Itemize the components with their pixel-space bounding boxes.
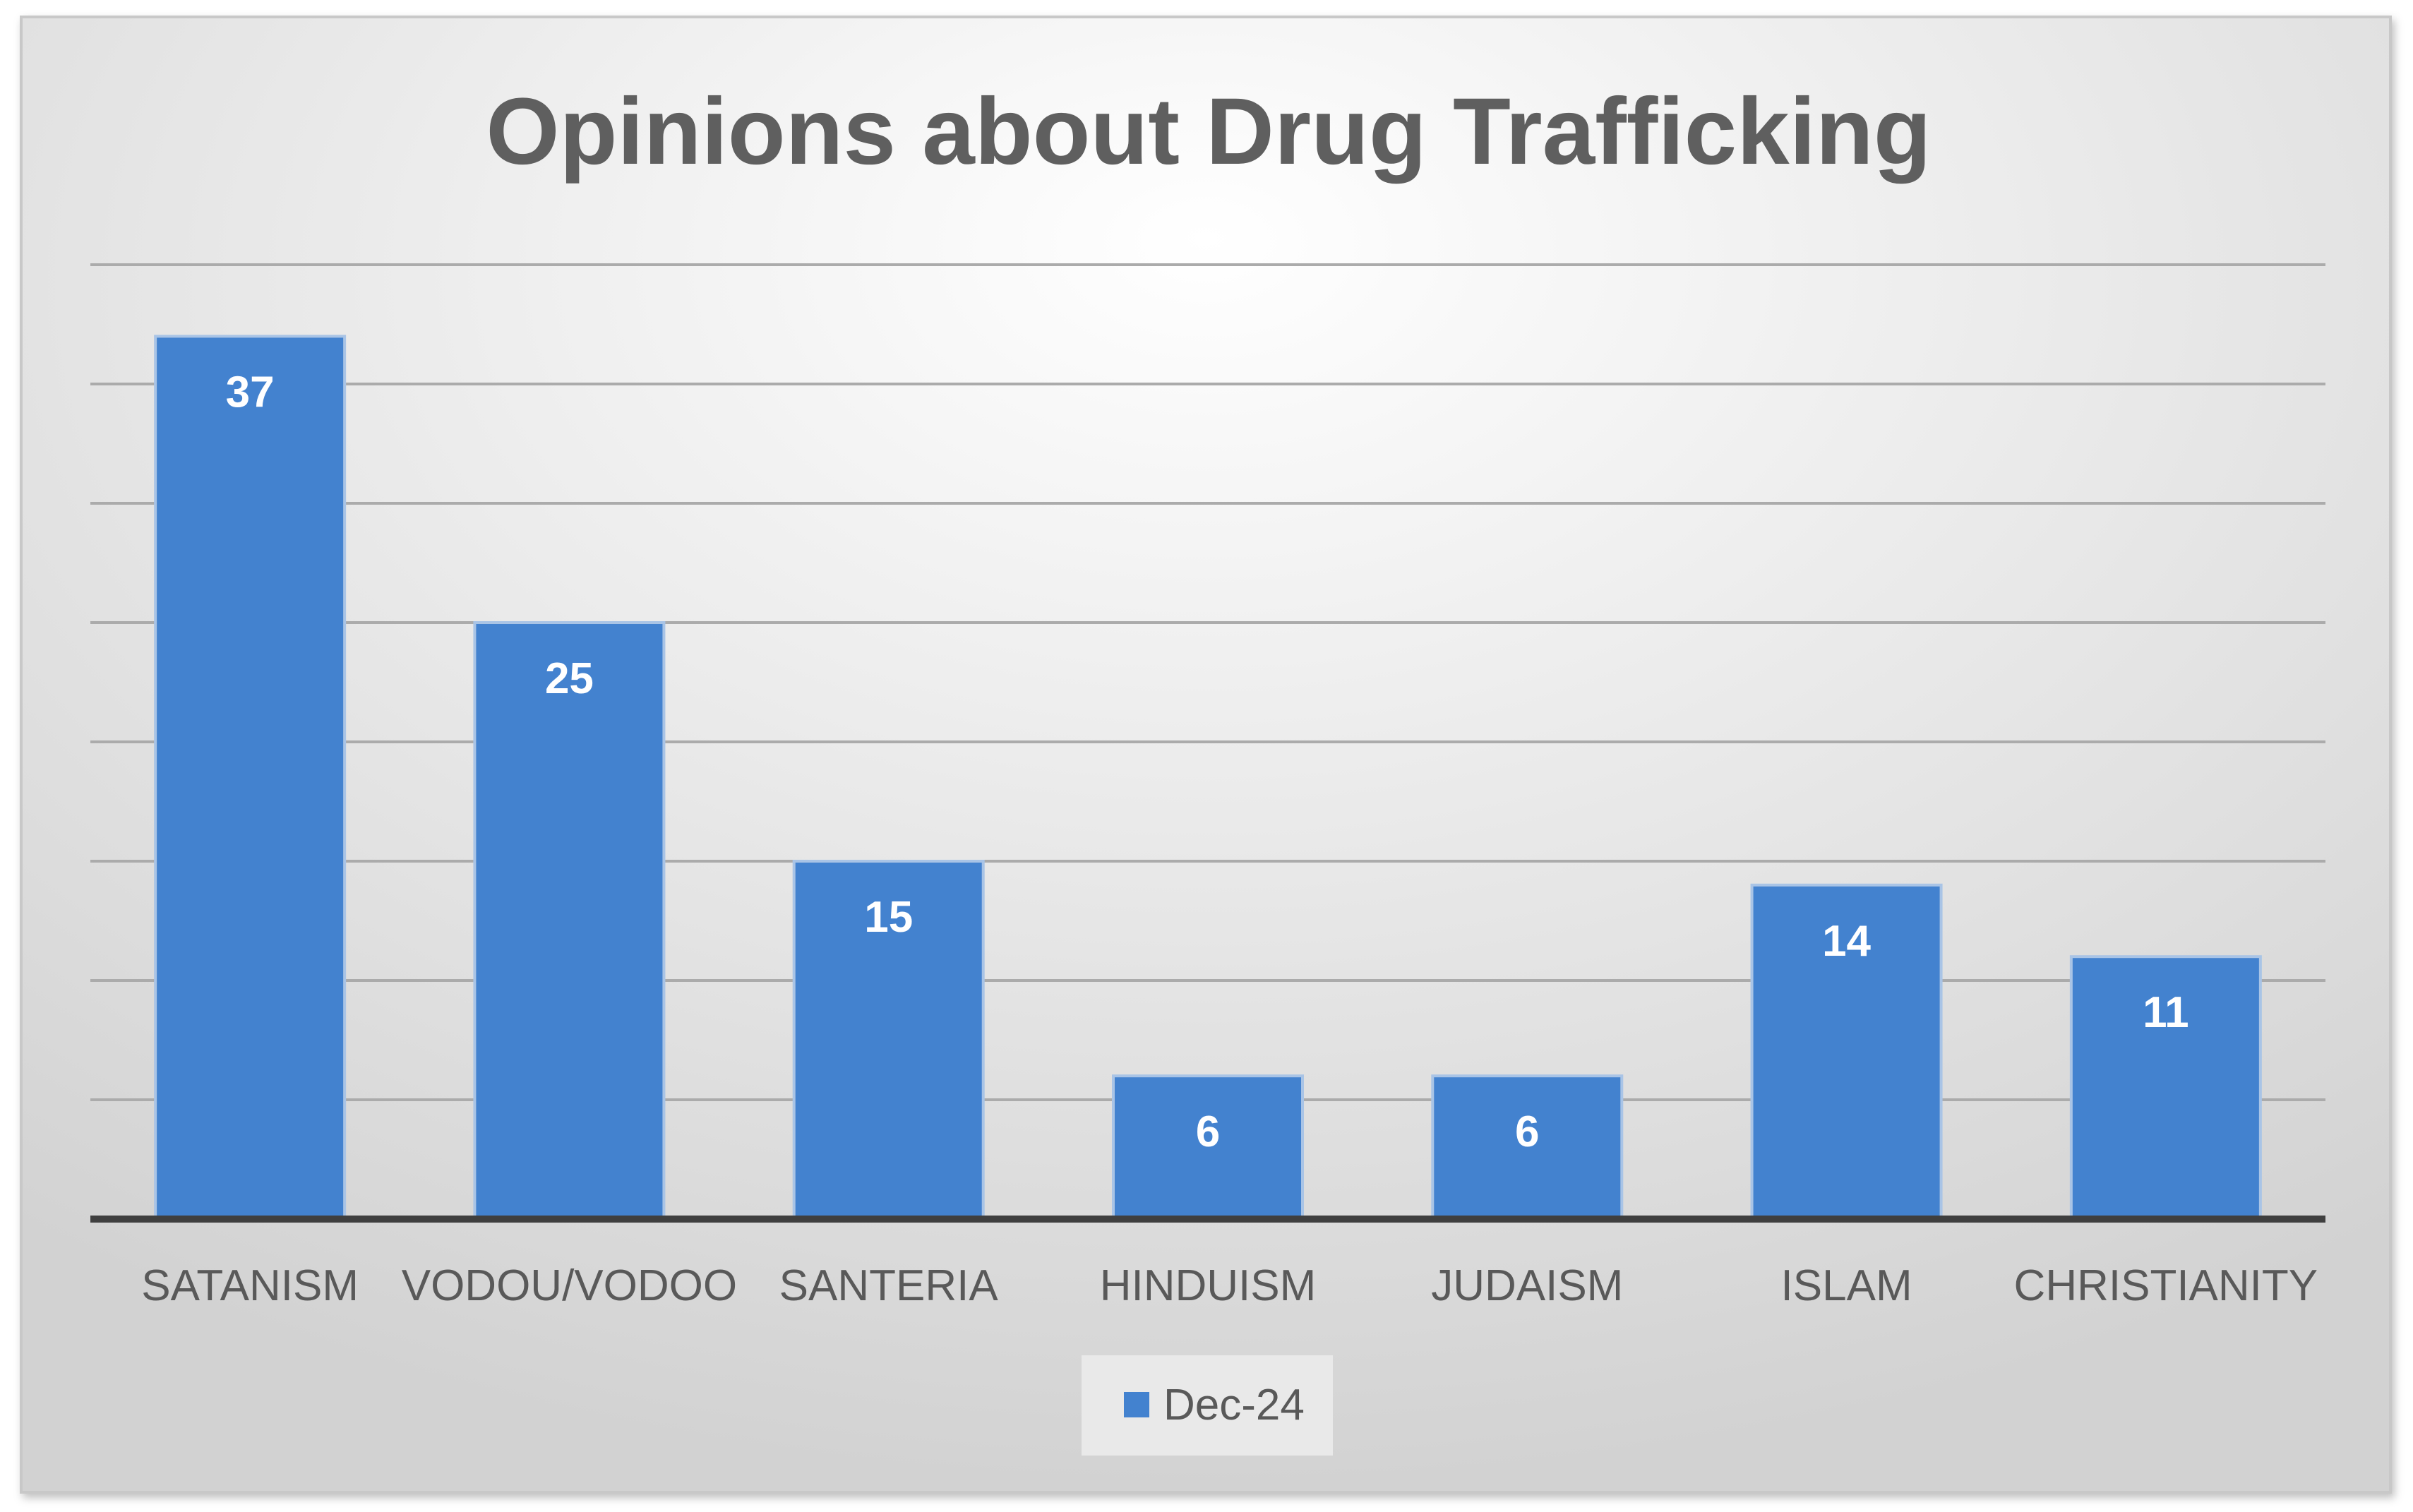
category-label: ISLAM	[1781, 1261, 1912, 1310]
value-labels: 37 25 15 6 6 14 11	[226, 368, 2189, 1156]
data-label: 25	[545, 654, 594, 703]
data-label: 15	[864, 893, 913, 942]
legend-box	[1082, 1355, 1333, 1456]
category-label: CHRISTIANITY	[2014, 1261, 2318, 1310]
category-label: SATANISM	[141, 1261, 359, 1310]
bar-islam	[1750, 883, 1943, 1221]
bar-hinduism	[1112, 1074, 1304, 1220]
data-label: 14	[1822, 917, 1871, 966]
data-label: 37	[226, 368, 275, 416]
legend-swatch	[1124, 1392, 1149, 1417]
legend-label: Dec-24	[1163, 1381, 1305, 1429]
legend: Dec-24	[1082, 1355, 1333, 1456]
bar-judaism	[1431, 1074, 1624, 1220]
gridlines	[90, 263, 2325, 1101]
chart-background	[20, 16, 2392, 1494]
category-label: SANTERIA	[779, 1261, 999, 1310]
data-label: 11	[2143, 988, 2189, 1037]
chart-title: Opinions about Drug Trafficking	[486, 79, 1931, 184]
category-label: HINDUISM	[1100, 1261, 1317, 1310]
category-labels: SATANISM VODOU/VODOO SANTERIA HINDUISM JUDAI…	[141, 1261, 2318, 1310]
bar-santeria	[792, 860, 985, 1220]
bars	[154, 335, 2262, 1221]
bar-vodou-vodoo	[473, 621, 666, 1220]
category-label: JUDAISM	[1431, 1261, 1623, 1310]
data-label: 6	[1515, 1108, 1539, 1156]
data-label: 6	[1196, 1108, 1220, 1156]
bar-satanism	[154, 335, 347, 1220]
bar-christianity	[2069, 955, 2262, 1220]
category-label: VODOU/VODOO	[402, 1261, 737, 1310]
